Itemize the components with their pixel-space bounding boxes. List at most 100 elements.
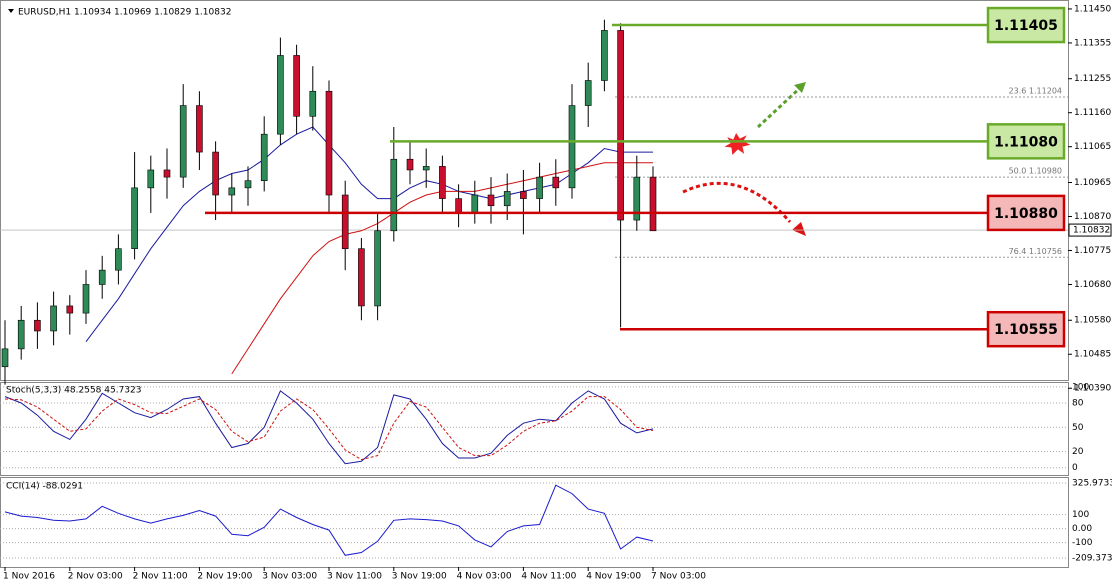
up-arrowhead (794, 82, 806, 93)
y-tick-label: 1.10485 (1074, 350, 1111, 360)
candle-body (601, 30, 608, 81)
y-tick-label: 1.11255 (1074, 74, 1111, 84)
down-arrowhead (792, 222, 806, 236)
candle-body (66, 305, 74, 314)
down-arrow (682, 181, 792, 223)
candle-body (244, 180, 252, 189)
candle-body (568, 105, 576, 189)
y-tick-label: 1.11355 (1074, 38, 1111, 48)
indicator-line (4, 396, 654, 461)
candle-body (50, 305, 57, 332)
candle-body (293, 55, 300, 117)
stoch-panel (0, 382, 1069, 476)
y-tick-label: -100 (1072, 538, 1093, 548)
candle-body (406, 158, 414, 171)
candle-body (17, 319, 25, 350)
level-label: 1.11405 (994, 18, 1058, 34)
x-tick-label: 1 Nov 2016 (3, 572, 55, 582)
y-tick-label: 1.10870 (1074, 212, 1111, 222)
y-tick-label: 1.11450 (1074, 4, 1111, 14)
y-tick-label: 100 (1072, 510, 1089, 520)
indicator-line (4, 484, 654, 556)
candle-body (147, 169, 155, 189)
y-tick-label: 80 (1072, 399, 1084, 409)
x-tick-label: 4 Nov 03:00 (457, 572, 512, 582)
x-tick-label: 4 Nov 19:00 (586, 572, 641, 582)
level-box (986, 6, 1066, 44)
up-arrow (756, 86, 802, 129)
candle-body (341, 194, 349, 249)
candle-body (1, 348, 9, 368)
y-tick-label: 1.10965 (1074, 178, 1111, 188)
candle-body (422, 166, 430, 171)
candle-body (552, 176, 560, 189)
candle-body (163, 169, 171, 178)
y-tick-label: 1.11065 (1074, 142, 1111, 152)
y-tick-label: 0 (1072, 463, 1078, 473)
y-tick-label: 0.00 (1072, 524, 1092, 534)
y-tick-label: 1.11160 (1074, 108, 1111, 118)
indicator-line (4, 390, 654, 465)
candle-body (179, 105, 187, 178)
candle-body (503, 191, 511, 207)
last-price-label: 1.10832 (1073, 226, 1110, 236)
y-tick-label: 1.10775 (1074, 246, 1111, 256)
candle-body (649, 176, 657, 232)
breakout-star (721, 130, 754, 158)
x-tick-label: 2 Nov 11:00 (133, 572, 188, 582)
candle-body (98, 269, 106, 285)
annotations (682, 82, 806, 236)
candle-body (82, 284, 90, 314)
x-tick-label: 2 Nov 19:00 (197, 572, 252, 582)
x-tick-label: 3 Nov 03:00 (262, 572, 317, 582)
y-tick-label: 50 (1072, 423, 1084, 433)
symbol-title: EURUSD,H1 1.10934 1.10969 1.10829 1.1083… (18, 8, 231, 18)
candle-body (131, 187, 138, 249)
y-tick-label: 325.9733 (1072, 479, 1112, 489)
candle-body (439, 166, 446, 199)
x-tick-label: 3 Nov 19:00 (392, 572, 447, 582)
candle-body (260, 133, 268, 181)
level-label: 1.10880 (994, 206, 1058, 222)
y-tick-label: 1.10390 (1074, 384, 1111, 394)
candle-body (325, 90, 333, 196)
candle-body (196, 105, 203, 153)
x-tick-label: 2 Nov 03:00 (68, 572, 123, 582)
level-label: 1.10555 (994, 322, 1058, 338)
candle-body (520, 191, 527, 199)
menu-triangle (8, 9, 14, 13)
candle-body (358, 248, 365, 307)
candle-body (309, 90, 317, 117)
candle-body (584, 80, 592, 106)
candle-body (455, 198, 462, 214)
candle-body (617, 30, 624, 221)
level-box (986, 123, 1066, 160)
candle-body (487, 194, 495, 207)
candle-body (277, 55, 284, 135)
last-price-box (1068, 223, 1112, 237)
x-tick-label: 7 Nov 03:00 (651, 572, 706, 582)
y-tick-label: -209.3736 (1072, 554, 1112, 564)
y-tick-label: 100 (1072, 382, 1089, 392)
level-label: 1.11080 (994, 134, 1058, 150)
y-tick-label: 1.10580 (1074, 316, 1111, 326)
cci-title: CCI(14) -88.0291 (6, 482, 83, 492)
fib-label: 76.4 1.10756 (1009, 247, 1062, 256)
fib-label: 50.0 1.10980 (1009, 167, 1062, 176)
candle-body (212, 151, 219, 196)
main-panel (0, 0, 1069, 381)
y-tick-label: 20 (1072, 447, 1084, 457)
candle-body (536, 176, 543, 199)
level-box (986, 194, 1066, 232)
x-tick-label: 4 Nov 11:00 (521, 572, 576, 582)
candle-body (633, 176, 641, 221)
level-box (986, 310, 1066, 348)
stoch-title: Stoch(5,3,3) 48.2558 45.7323 (6, 386, 141, 396)
candle-body (471, 194, 479, 214)
candle-body (374, 230, 381, 307)
y-tick-label: 1.10680 (1074, 280, 1111, 290)
candle-body (115, 248, 122, 271)
candle-body (228, 187, 236, 196)
